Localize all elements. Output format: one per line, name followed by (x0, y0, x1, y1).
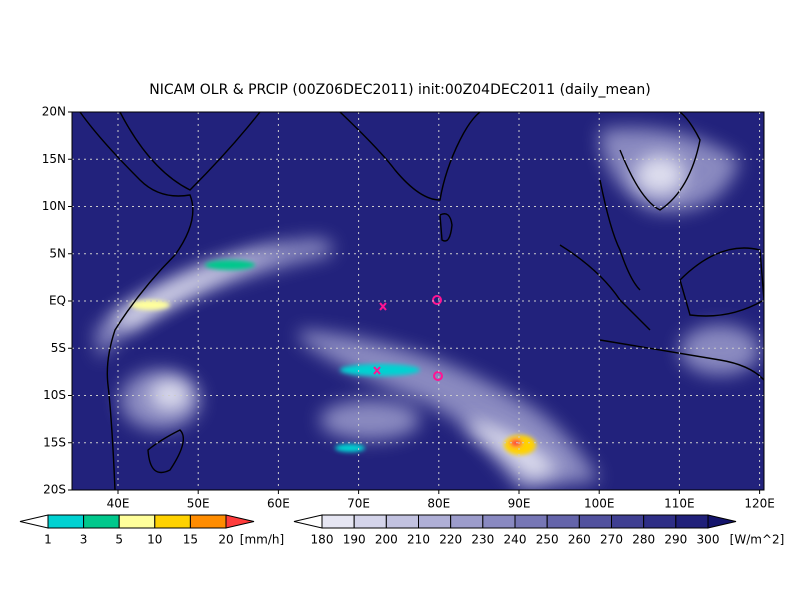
colorbar-swatch (47, 514, 85, 529)
colorbar-label: 5 (115, 533, 123, 547)
colorbar-swatch (19, 514, 49, 529)
colorbar-swatch (118, 514, 156, 529)
colorbar-label: 3 (80, 533, 88, 547)
lon-label: 70E (347, 497, 370, 511)
lat-label: 5S (51, 341, 66, 355)
colorbar-label: 200 (375, 533, 398, 547)
colorbar-label: 210 (407, 533, 430, 547)
colorbar-swatch (578, 514, 612, 529)
colorbar-swatch (546, 514, 580, 529)
lon-label: 120E (744, 497, 775, 511)
lon-label: 60E (267, 497, 290, 511)
colorbar-swatch (225, 514, 255, 529)
colorbar-label: 290 (664, 533, 687, 547)
colorbar-swatch (83, 514, 120, 529)
map-title: NICAM OLR & PRCIP (00Z06DEC2011) init:00… (149, 82, 650, 98)
colorbar-swatch (293, 514, 323, 529)
lat-label: 5N (49, 246, 66, 260)
colorbar-swatch (514, 514, 548, 529)
colorbar-swatch (482, 514, 516, 529)
colorbar-swatch (385, 514, 420, 529)
colorbar-label: 240 (504, 533, 527, 547)
colorbar-label: 260 (568, 533, 591, 547)
lon-label: 90E (508, 497, 531, 511)
colorbar-label: 300 (697, 533, 720, 547)
lat-label: 20S (43, 483, 66, 497)
lat-label: 15S (43, 435, 66, 449)
colorbar-unit: [W/m^2] (730, 533, 785, 547)
colorbar-swatch (418, 514, 452, 529)
colorbar-swatch (611, 514, 645, 529)
colorbar-label: 230 (471, 533, 494, 547)
colorbar-label: 280 (632, 533, 655, 547)
lat-label: EQ (49, 294, 66, 308)
colorbar-swatch (154, 514, 191, 529)
lon-label: 50E (187, 497, 210, 511)
colorbar-swatch (353, 514, 387, 529)
lon-label: 100E (584, 497, 615, 511)
lon-label: 110E (664, 497, 695, 511)
colorbar-label: 20 (218, 533, 233, 547)
colorbar-swatch (675, 514, 709, 529)
colorbar-unit: [mm/h] (240, 533, 284, 547)
lon-label: 80E (427, 497, 450, 511)
markers (373, 295, 443, 381)
lat-label: 20N (42, 105, 66, 119)
colorbar-swatch (643, 514, 677, 529)
colorbar-label: 15 (183, 533, 198, 547)
colorbar-label: 190 (343, 533, 366, 547)
colorbar-label: 180 (311, 533, 334, 547)
colorbar-swatch (189, 514, 227, 529)
lat-label: 15N (42, 152, 66, 166)
colorbar-swatch (321, 514, 355, 529)
lat-label: 10S (43, 388, 66, 402)
colorbar-label: 220 (439, 533, 462, 547)
colorbar-label: 10 (147, 533, 162, 547)
lat-label: 10N (42, 199, 66, 213)
colorbar-label: 1 (44, 533, 52, 547)
colorbar-swatch (450, 514, 484, 529)
lon-label: 40E (107, 497, 130, 511)
colorbar-label: 250 (536, 533, 559, 547)
colorbar-label: 270 (600, 533, 623, 547)
colorbar-swatch (707, 514, 737, 529)
